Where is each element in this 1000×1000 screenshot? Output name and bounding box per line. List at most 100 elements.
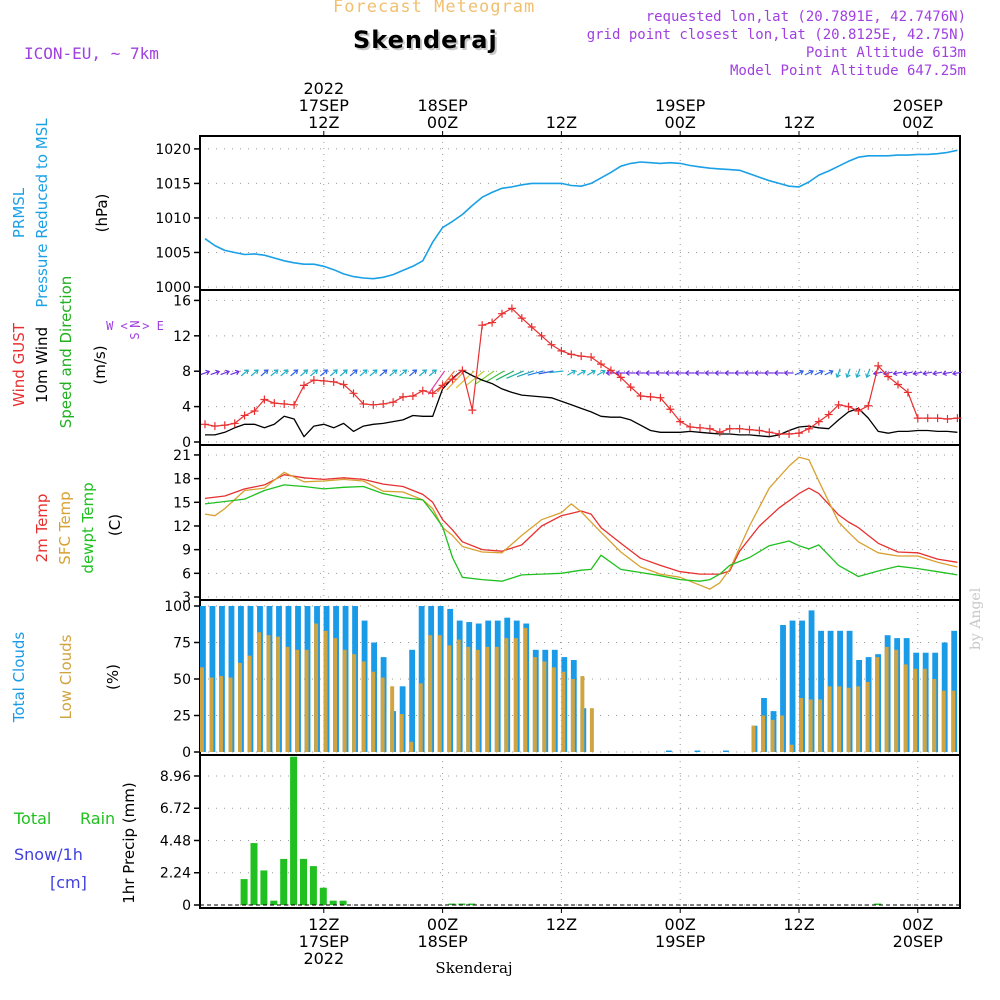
wind-gust-marker	[577, 352, 586, 361]
total-cloud-bar	[665, 750, 672, 752]
bottom-time-label: 12Z	[308, 915, 339, 934]
ytick-label-clouds-3: 75	[173, 636, 191, 652]
compass-west-east: W <--> E	[106, 319, 164, 333]
low-cloud-bar	[551, 667, 556, 752]
wind-arrow-head	[845, 373, 851, 379]
wind-gust-marker	[210, 422, 219, 431]
wind-direction-arrow	[475, 370, 495, 385]
wind-direction-arrow	[399, 369, 407, 377]
wind-direction-arrow	[446, 370, 465, 391]
wind-gust-marker	[725, 424, 734, 433]
wind-gust-marker	[349, 389, 358, 398]
wind-gust-marker	[339, 380, 348, 389]
wind-gust-marker	[814, 417, 823, 426]
top-time-label: 12Z	[783, 113, 814, 132]
wind-direction-arrow	[933, 371, 943, 375]
temperature-label-1: SFC Temp	[56, 491, 74, 564]
wind-direction-arrow	[549, 370, 564, 374]
wind-gust-marker	[824, 410, 833, 419]
ytick-label-wind-0: 0	[182, 435, 191, 451]
wind-gust-marker	[804, 424, 813, 433]
wind-arrow-head	[902, 370, 908, 377]
wind-direction-arrow	[359, 369, 368, 377]
ytick-label-temperature-4: 15	[173, 495, 191, 511]
total-cloud-bar	[418, 606, 425, 752]
ytick-label-wind-1: 4	[182, 400, 191, 416]
total-cloud-bar	[694, 750, 701, 752]
ytick-label-wind-3: 12	[173, 329, 191, 345]
wind-direction-arrow	[814, 370, 824, 376]
wind-arrow-head	[694, 370, 700, 376]
ytick-label-wind-4: 16	[173, 293, 191, 309]
wind-direction-arrow	[846, 368, 851, 378]
wind-arrow-head	[215, 369, 221, 376]
low-cloud-bar	[875, 657, 880, 752]
wind-direction-arrow	[596, 370, 606, 376]
wind-arrow-head	[912, 370, 918, 377]
wind-direction-arrow	[824, 370, 834, 376]
low-cloud-bar	[295, 649, 300, 752]
wind-direction-arrow	[913, 371, 923, 375]
ytick-label-wind-2: 8	[182, 364, 191, 380]
wind-gust-marker	[775, 430, 784, 439]
wind-direction-arrow	[379, 369, 388, 377]
wind-gust-marker	[428, 389, 437, 398]
low-cloud-bar	[266, 635, 271, 752]
wind-gust-marker	[309, 376, 318, 385]
rain-bar	[300, 858, 307, 905]
ytick-label-pressure-4: 1020	[155, 142, 191, 158]
ytick-label-temperature-3: 12	[173, 519, 191, 535]
wind-gust-marker	[686, 422, 695, 431]
station-title: Skenderaj	[353, 26, 498, 54]
wind-10m-label: 10m Wind	[33, 327, 51, 403]
rain-bar	[319, 887, 327, 905]
wind-direction-arrow	[538, 370, 554, 375]
wind-arrow-head	[283, 369, 289, 375]
wind-arrow-head	[674, 370, 680, 376]
low-cloud-bar	[276, 636, 281, 752]
low-cloud-bar	[466, 646, 471, 752]
wind-arrow-head	[799, 369, 805, 375]
ytick-label-temperature-6: 21	[173, 448, 191, 464]
panel-frame-temperature	[199, 444, 961, 601]
low-cloud-bar	[932, 679, 937, 752]
ytick-label-precip-4: 8.96	[160, 769, 191, 785]
wind-arrow-head	[362, 369, 368, 375]
wind-arrow-head	[724, 370, 729, 376]
pressure-line	[204, 149, 958, 280]
bottom-time-label: 19SEP	[655, 932, 706, 951]
wind-arrow-head	[333, 369, 338, 375]
bottom-time-label: 00Z	[427, 915, 458, 934]
low-cloud-bar	[856, 686, 861, 752]
wind-direction-arrow	[836, 368, 841, 378]
rain-bar	[874, 903, 882, 906]
wind-arrow-head	[714, 370, 719, 376]
wind-direction-arrow	[866, 368, 871, 378]
snow-unit-label: [cm]	[50, 873, 87, 892]
bottom-time-label: 2022	[303, 949, 344, 968]
ytick-label-clouds-1: 25	[173, 709, 191, 725]
temperature-unit: (C)	[106, 514, 124, 536]
rain-bar	[448, 903, 456, 906]
wind-direction-arrow	[903, 371, 913, 375]
top-time-label: 12Z	[308, 113, 339, 132]
wind-direction-arrow	[270, 369, 279, 377]
wind-arrow-head	[402, 369, 408, 375]
wind-gust-marker	[874, 361, 883, 370]
low-cloud-bar	[314, 623, 319, 752]
low-cloud-bar	[247, 655, 252, 752]
wind-direction-arrow	[240, 369, 249, 377]
wind-gust-marker	[864, 401, 873, 410]
wind-gust-marker	[507, 304, 516, 313]
low-cloud-bar	[570, 679, 575, 752]
wind-arrow-head	[892, 370, 898, 377]
wind-gust-marker	[517, 314, 526, 323]
low-cloud-bar	[580, 676, 585, 752]
wind-gust-marker	[795, 429, 803, 438]
wind-gust-marker	[468, 406, 477, 415]
wind-arrow-head	[644, 370, 650, 376]
wind-arrow-head	[372, 369, 378, 375]
point-altitude: Point Altitude 613m	[805, 45, 966, 61]
ytick-label-pressure-3: 1015	[155, 176, 191, 192]
